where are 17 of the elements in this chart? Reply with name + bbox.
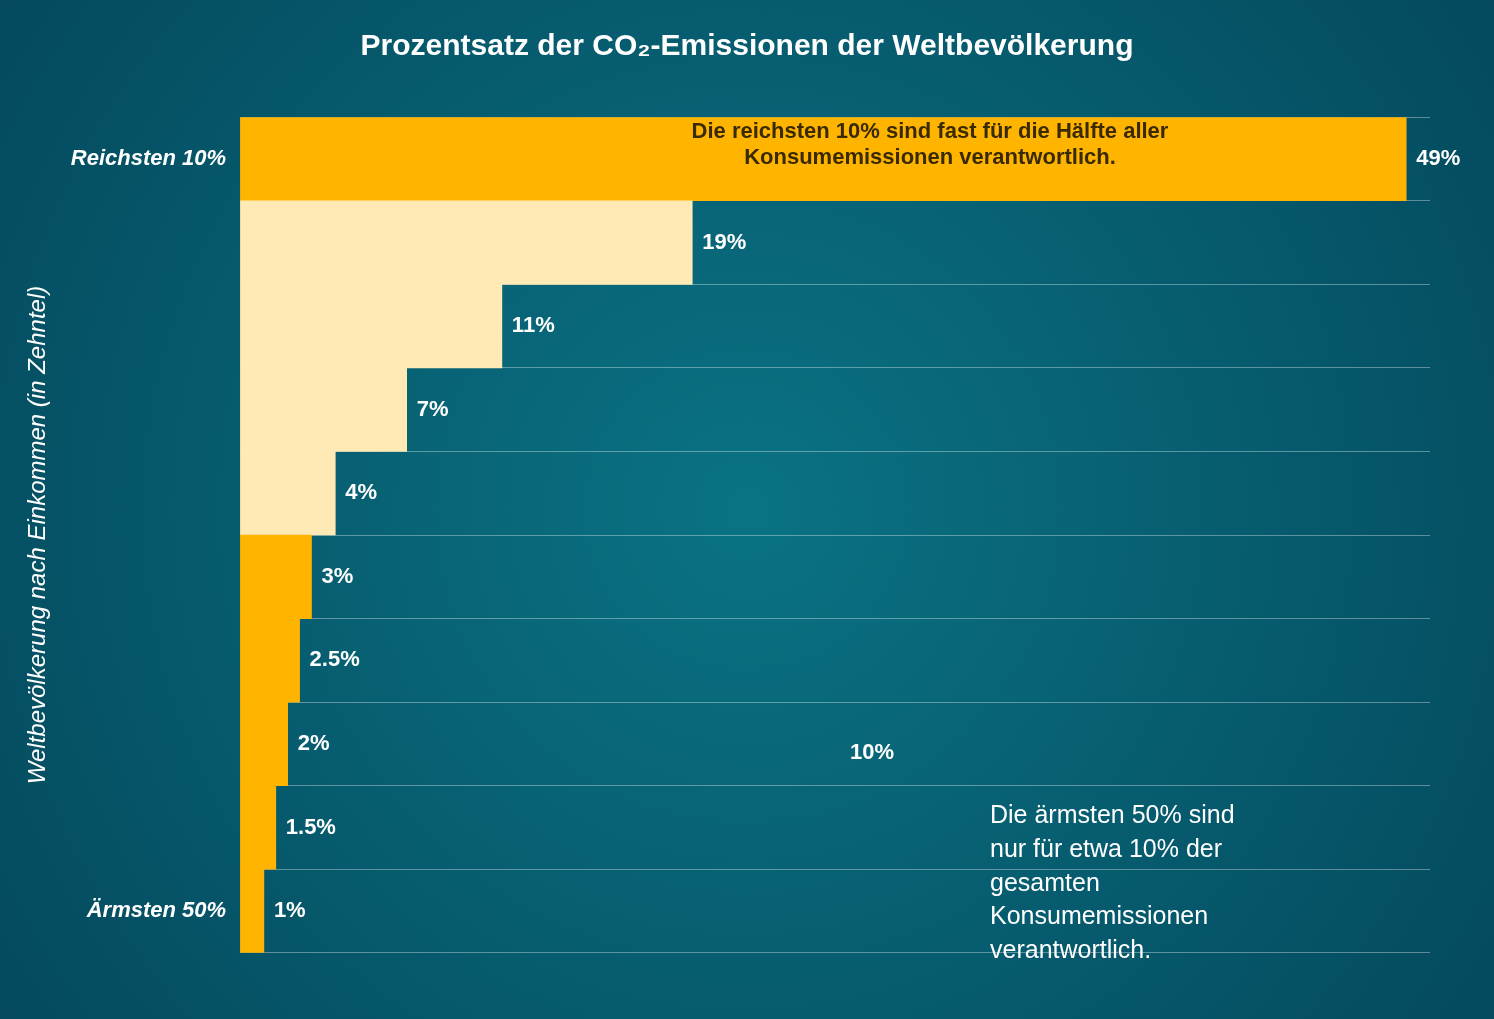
data-label: 2% — [297, 729, 330, 755]
data-label: 2.5% — [309, 646, 360, 672]
annotation: 10% — [850, 738, 895, 766]
data-label: 11% — [511, 312, 555, 338]
data-label: 19% — [702, 228, 747, 254]
data-label: 7% — [416, 395, 449, 421]
y-tick-label: Reichsten 10% — [70, 145, 227, 171]
data-label: 3% — [321, 562, 354, 588]
annotation: Die reichsten 10% sind fast für die Hälfte aller Konsumemissionen verantwortlich. — [690, 118, 1170, 171]
chart-title: Prozentsatz der CO₂-Emissionen der Weltbevölkerung — [359, 28, 1135, 62]
y-axis-title: Weltbevölkerung nach Einkommen (in Zehntel) — [23, 285, 51, 785]
data-label: 1% — [273, 897, 306, 923]
data-label: 1.5% — [285, 813, 336, 839]
annotation: Die ärmsten 50% sind nur für etwa 10% der gesamten Konsumemissionen verantwortlich. — [990, 799, 1236, 965]
y-tick-label: Ärmsten 50% — [85, 897, 227, 923]
data-label: 4% — [345, 479, 378, 505]
data-label: 49% — [1416, 145, 1461, 171]
